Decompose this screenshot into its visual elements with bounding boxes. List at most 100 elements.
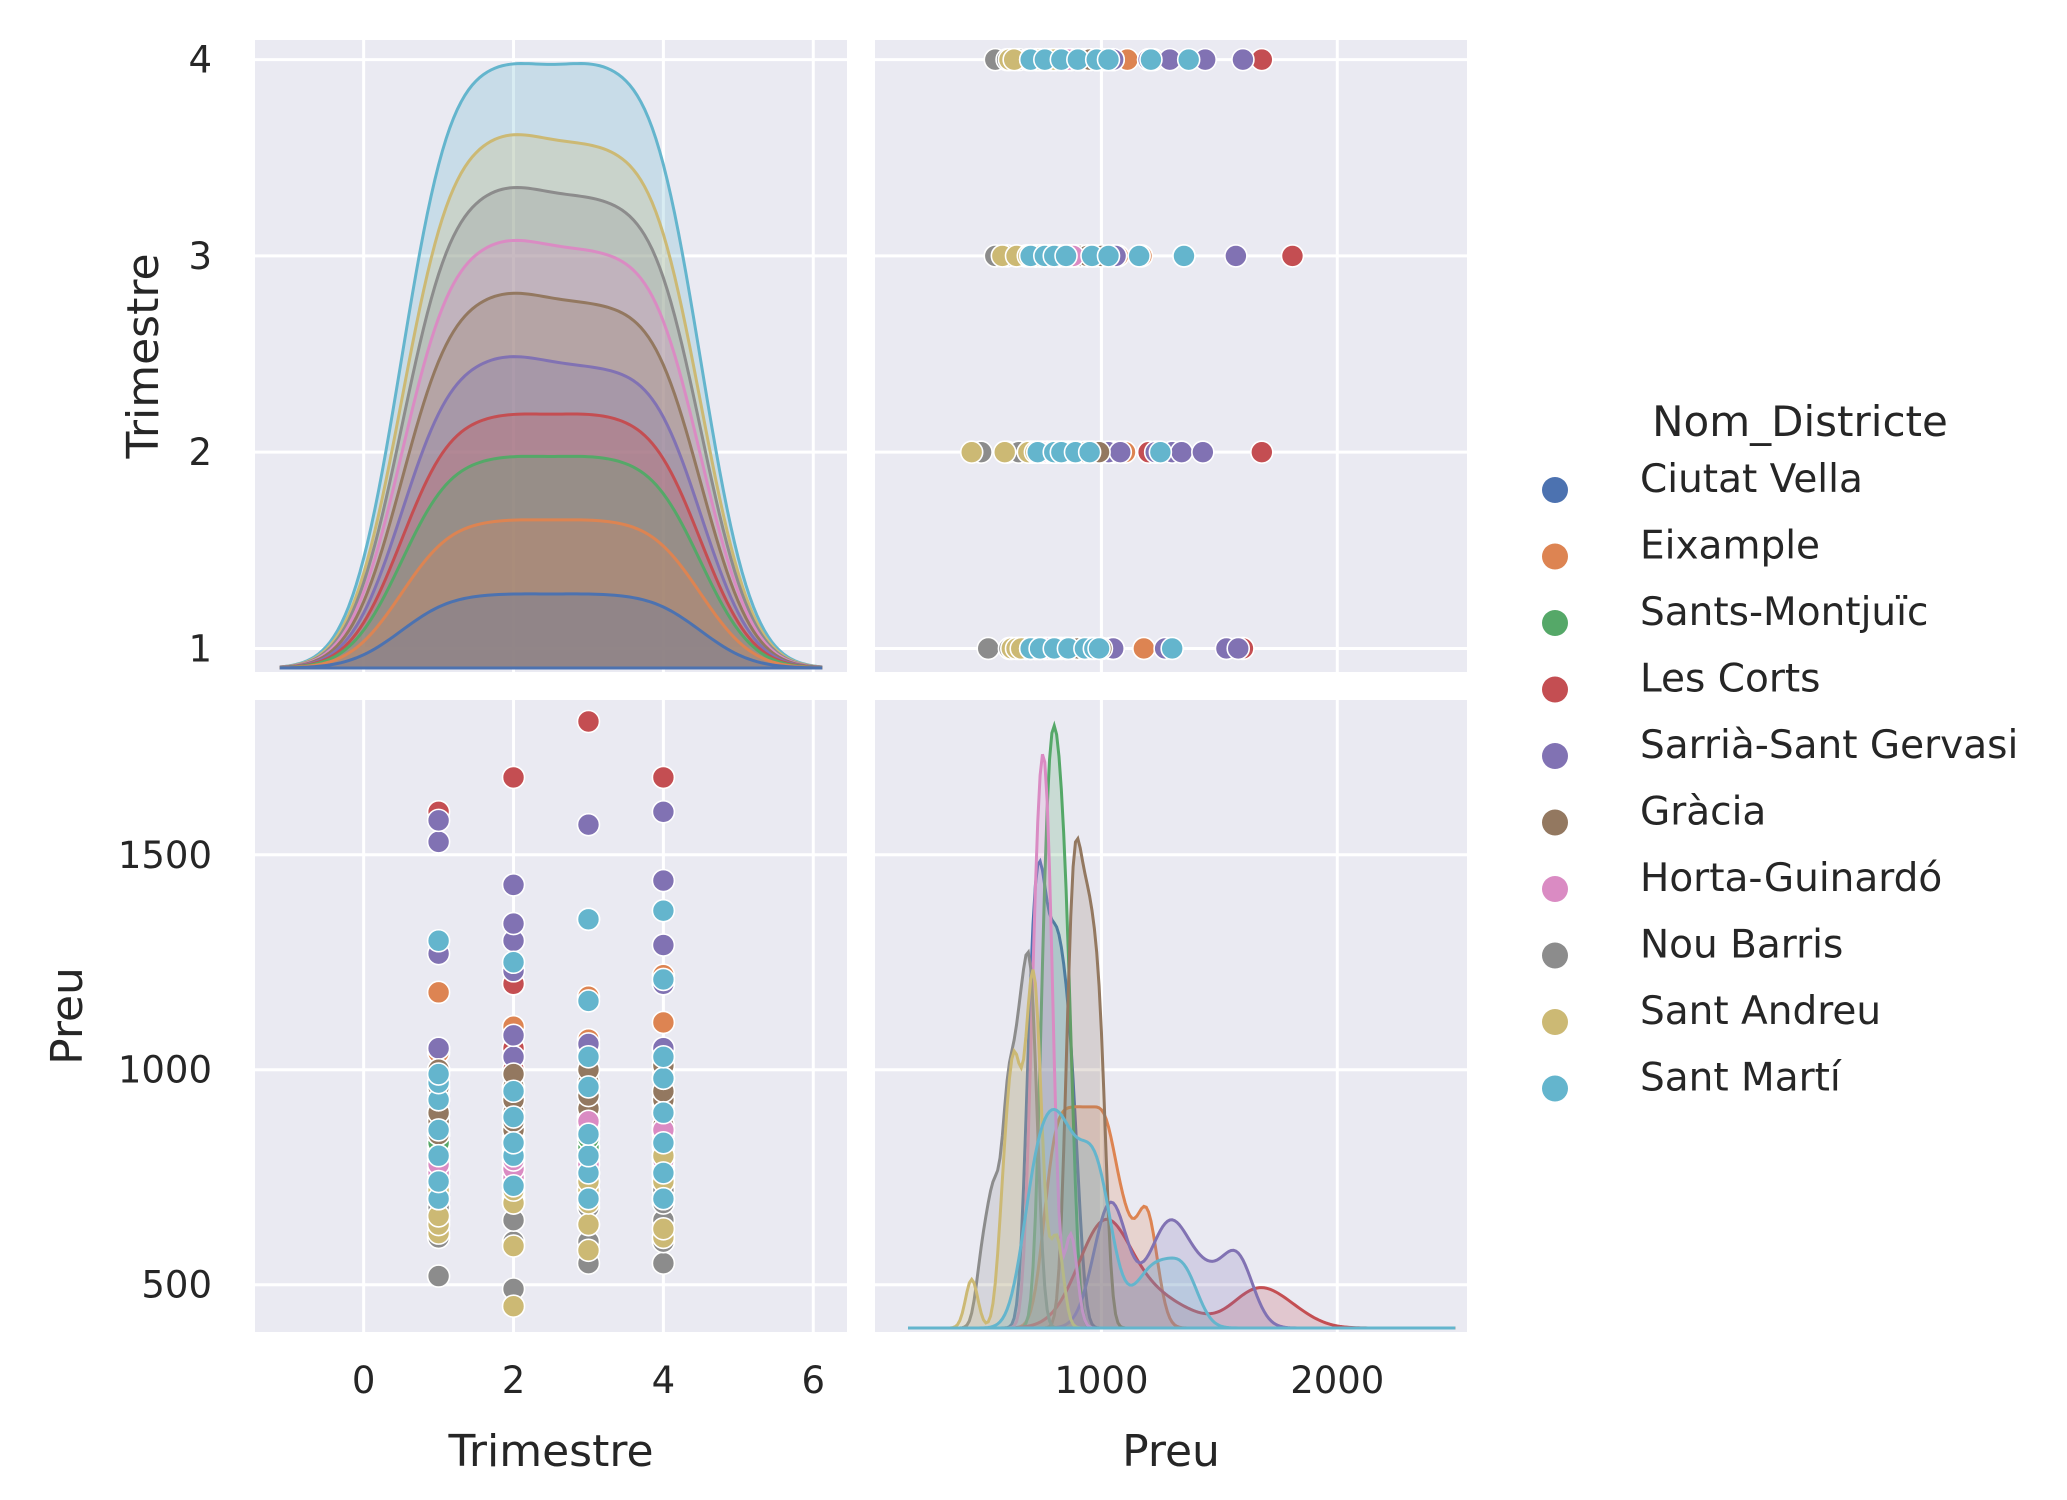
kde-trimestre-sarria-sant-gervasi [279, 355, 823, 670]
scatter-point-sant-marti [576, 1186, 601, 1211]
scatter-point-sarria-sant-gervasi [1169, 440, 1194, 464]
scatter-point-sant-marti [426, 1169, 451, 1194]
scatter-point-sant-marti [1087, 636, 1111, 661]
scatter-point-sant-marti [576, 1143, 601, 1168]
scatter-point-les-corts [501, 765, 526, 790]
kde-trimestre-ciutat-vella [279, 592, 823, 670]
x-tick-label: 6 [802, 1359, 826, 1402]
scatter-point-sant-andreu [501, 1234, 526, 1258]
panel-preu-kde [875, 700, 1467, 1332]
scatter-point-sant-marti [651, 1186, 676, 1211]
scatter-point-sant-andreu [959, 440, 984, 464]
scatter-point-sarria-sant-gervasi [501, 1023, 526, 1048]
scatter-point-sant-marti [426, 1143, 451, 1168]
x-tick-label: 0 [352, 1359, 376, 1402]
scatter-point-sant-andreu [501, 1294, 526, 1319]
scatter-point-sant-marti [501, 1174, 526, 1198]
kde-preu-layer [908, 720, 1456, 1330]
kde-trimestre-layer [279, 62, 823, 670]
legend-title: Nom_Districte [1652, 397, 1948, 446]
kde-trimestre-horta-guinardo [279, 238, 823, 670]
scatter-point-sant-marti [576, 1045, 601, 1069]
x-tick-label: 2 [502, 1359, 526, 1402]
scatter-point-sant-marti [426, 1118, 451, 1142]
scatter-point-sant-marti [651, 967, 676, 992]
legend: Nom_Districte Ciutat Vella Eixample Sants-… [1542, 397, 2018, 1102]
scatter-point-sarria-sant-gervasi [1191, 440, 1215, 464]
scatter-point-sarria-sant-gervasi [501, 911, 526, 936]
y-tick-label: 1 [188, 627, 212, 670]
legend-marker-ciutat-vella [1542, 477, 1568, 503]
legend-marker-sants-montjuic [1542, 610, 1568, 636]
x-tick-label: 1000 [1054, 1359, 1148, 1402]
scatter-point-sant-marti [501, 1131, 526, 1155]
legend-label-sants-montjuic: Sants-Montjuïc [1640, 590, 1928, 635]
scatter-point-eixample [426, 980, 451, 1005]
scatter-point-sarria-sant-gervasi [1108, 440, 1133, 464]
scatter-point-sant-marti [651, 1131, 676, 1155]
scatter-point-sarria-sant-gervasi [426, 830, 451, 854]
scatter-point-sant-marti [576, 1122, 601, 1147]
legend-marker-eixample [1542, 543, 1568, 570]
scatter-point-sant-marti [1172, 244, 1196, 268]
scatter-point-sarria-sant-gervasi [426, 808, 451, 833]
legend-label-les-corts: Les Corts [1640, 657, 1821, 702]
legend-marker-sant-marti [1542, 1075, 1568, 1102]
scatter-point-les-corts [651, 765, 676, 790]
kde-trimestre-les-corts [279, 412, 823, 670]
scatter-point-eixample [1132, 636, 1156, 661]
scatter-point-nou-barris [976, 636, 1001, 661]
scatter-point-sant-marti [1139, 47, 1163, 72]
scatter-preu-trimestre [959, 47, 1305, 661]
scatter-point-sant-marti [1096, 47, 1121, 72]
y-tick-label: 1500 [118, 834, 212, 877]
scatter-point-sant-marti [576, 989, 601, 1013]
kde-trimestre-sant-marti [279, 62, 823, 670]
scatter-point-sarria-sant-gervasi [426, 1036, 451, 1061]
scatter-point-sarria-sant-gervasi [1224, 244, 1248, 268]
scatter-point-sant-marti [501, 1079, 526, 1104]
scatter-point-eixample [651, 1010, 676, 1035]
y-tick-label: 3 [188, 235, 212, 278]
scatter-point-sant-andreu [576, 1238, 601, 1263]
scatter-point-sarria-sant-gervasi [651, 799, 676, 824]
x-axis-label-trimestre: Trimestre [447, 1426, 653, 1477]
scatter-point-sant-marti [576, 907, 601, 932]
scatter-point-sant-marti [651, 1045, 676, 1069]
x-axis-label-preu: Preu [1122, 1426, 1220, 1477]
panel-trimestre-kde [255, 40, 847, 672]
scatter-point-sant-marti [576, 1075, 601, 1099]
legend-marker-les-corts [1542, 676, 1568, 703]
legend-label-sant-marti: Sant Martí [1640, 1056, 1842, 1101]
scatter-point-sant-marti [651, 898, 676, 923]
scatter-point-les-corts [1250, 440, 1274, 464]
y-tick-label: 2 [188, 431, 212, 474]
legend-label-sarria-sant-gervasi: Sarrià-Sant Gervasi [1640, 723, 2018, 768]
legend-label-horta-guinardo: Horta-Guinardó [1640, 856, 1942, 901]
scatter-point-sarria-sant-gervasi [576, 812, 601, 837]
scatter-point-sant-marti [1054, 244, 1078, 268]
panel-preu-vs-trimestre [875, 40, 1467, 672]
scatter-point-sarria-sant-gervasi [1226, 636, 1251, 661]
kde-trimestre-nou-barris [279, 186, 823, 670]
scatter-point-sant-marti [426, 928, 451, 953]
legend-label-ciutat-vella: Ciutat Vella [1640, 457, 1863, 502]
scatter-point-sarria-sant-gervasi [651, 933, 676, 957]
legend-marker-sant-andreu [1542, 1009, 1568, 1035]
kde-preu-sant-marti [908, 1107, 1456, 1330]
scatter-point-sant-marti [1096, 244, 1121, 268]
scatter-point-sarria-sant-gervasi [651, 868, 676, 893]
scatter-point-sant-andreu [651, 1217, 676, 1241]
scatter-point-sant-marti [1148, 440, 1173, 464]
scatter-point-sant-marti [501, 1105, 526, 1129]
scatter-point-sant-marti [651, 1161, 676, 1185]
x-tick-label: 4 [652, 1359, 676, 1402]
legend-label-sant-andreu: Sant Andreu [1640, 989, 1881, 1034]
scatter-point-sant-marti [501, 950, 526, 975]
scatter-point-sant-marti [426, 1062, 451, 1086]
scatter-point-les-corts [1280, 244, 1305, 268]
kde-trimestre-sants-montjuic [279, 454, 823, 670]
legend-marker-nou-barris [1542, 942, 1568, 969]
scatter-point-les-corts [576, 709, 601, 734]
legend-label-gracia: Gràcia [1640, 790, 1766, 835]
